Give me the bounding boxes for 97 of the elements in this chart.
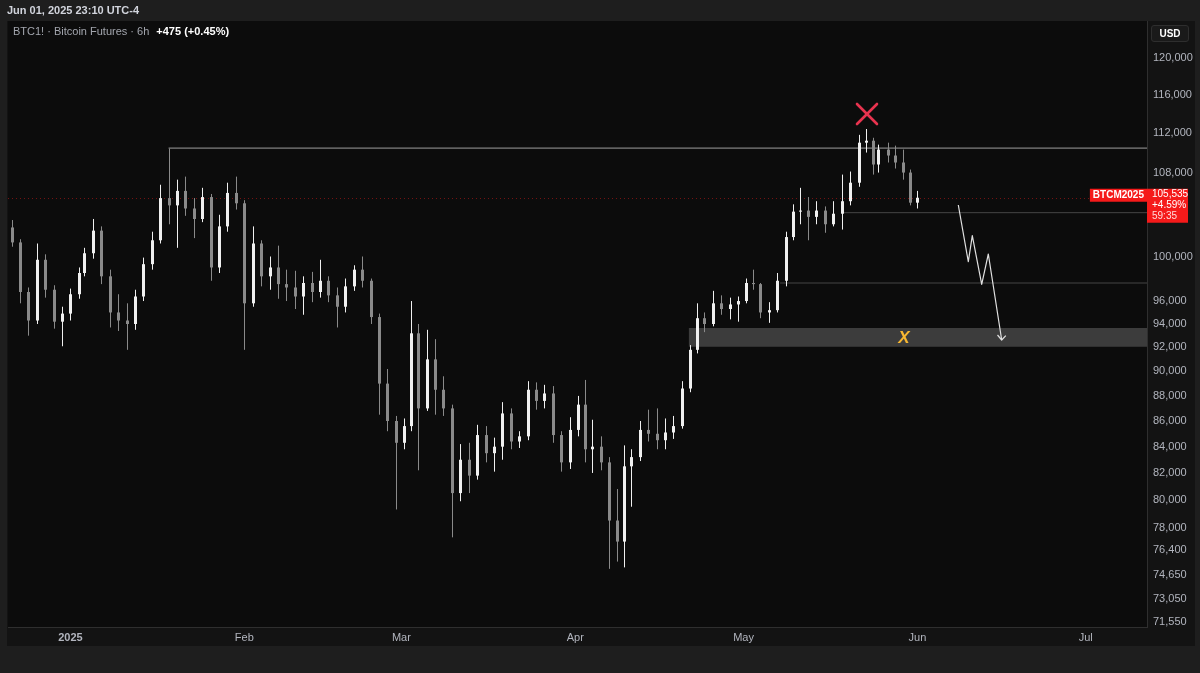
candlestick — [69, 288, 72, 322]
candlestick — [353, 264, 356, 292]
candlestick — [672, 415, 675, 440]
candlestick — [277, 245, 280, 300]
y-tick-label: 74,650 — [1153, 568, 1187, 581]
candlestick — [841, 174, 844, 231]
y-tick-label: 88,000 — [1153, 388, 1187, 401]
x-tick-label: Jun — [908, 630, 927, 643]
candlestick — [832, 200, 835, 227]
y-tick-label: 120,000 — [1153, 50, 1193, 63]
candlestick — [176, 179, 179, 249]
candlestick — [285, 269, 288, 302]
candlestick — [737, 296, 740, 323]
candlestick — [887, 142, 890, 164]
y-tick-label: 116,000 — [1153, 87, 1192, 100]
y-tick-label: 73,050 — [1153, 592, 1187, 605]
candlestick — [302, 275, 305, 316]
y-tick-label: 92,000 — [1153, 340, 1187, 353]
y-tick-label: 94,000 — [1153, 317, 1187, 330]
candlestick — [361, 256, 364, 288]
candlestick — [403, 417, 406, 450]
candlestick — [647, 409, 650, 442]
candlestick — [168, 148, 171, 225]
y-tick-label: 86,000 — [1153, 414, 1187, 427]
candlestick — [799, 187, 802, 225]
candlestick — [117, 293, 120, 332]
candlestick — [543, 384, 546, 409]
x-tick-label: Feb — [234, 630, 254, 643]
y-tick-label: 96,000 — [1153, 294, 1187, 307]
candlestick — [664, 417, 667, 450]
text: 105,535 — [1152, 188, 1189, 200]
candlestick — [894, 145, 897, 170]
candlestick — [656, 407, 659, 450]
candlestick — [344, 278, 347, 313]
candlestick — [712, 290, 715, 327]
candlestick — [485, 425, 488, 463]
candlestick — [902, 149, 905, 181]
y-tick-label: 80,000 — [1153, 492, 1187, 505]
y-axis-title: USD — [1151, 25, 1189, 42]
candlestick — [493, 437, 496, 473]
x-tick-label: 2025 — [58, 630, 83, 643]
chart-subtitle: +475 (+0.45%) — [156, 25, 230, 37]
candlestick — [11, 219, 14, 248]
candlestick — [468, 442, 471, 494]
y-tick-label: 76,400 — [1153, 543, 1187, 556]
chart-title: BTC1! · Bitcoin Futures · 6h — [13, 25, 150, 37]
candlestick — [630, 448, 633, 508]
annotation: X — [898, 327, 910, 347]
candlestick — [600, 435, 603, 471]
y-tick-label: 84,000 — [1153, 439, 1187, 452]
candlestick — [294, 270, 297, 310]
candlestick — [193, 197, 196, 239]
candlestick — [752, 269, 755, 291]
candlestick — [311, 271, 314, 303]
y-tick-label: 90,000 — [1153, 364, 1187, 377]
candlestick — [815, 200, 818, 225]
candlestick — [616, 488, 619, 563]
candlestick — [395, 415, 398, 510]
candlestick — [201, 187, 204, 223]
candlestick — [729, 297, 732, 320]
candlestick — [184, 176, 187, 217]
candlestick — [126, 302, 129, 351]
x-tick-label: May — [733, 630, 755, 643]
candlestick — [442, 375, 445, 417]
candlestick — [824, 205, 827, 234]
candlestick — [235, 176, 238, 211]
candlestick — [336, 286, 339, 328]
x-tick-label: Jul — [1078, 630, 1093, 643]
text: +4.59% — [1152, 199, 1187, 211]
text: 59:35 — [1152, 210, 1178, 222]
candlestick — [807, 196, 810, 241]
candlestick — [865, 128, 868, 154]
candlestick — [849, 171, 852, 206]
y-tick-label: 108,000 — [1153, 165, 1193, 178]
x-tick-label: Apr — [566, 630, 585, 643]
y-tick-label: 71,550 — [1153, 614, 1187, 627]
candlestick — [877, 144, 880, 174]
y-tick-label: 78,000 — [1153, 520, 1187, 533]
text: Jun 01, 2025 23:10 UTC-4 — [7, 4, 140, 16]
candlestick — [78, 266, 81, 300]
candlestick — [720, 294, 723, 316]
candlestick — [535, 381, 538, 411]
candlestick — [327, 275, 330, 303]
candlestick — [151, 231, 154, 271]
y-tick-label: 112,000 — [1153, 125, 1192, 138]
y-tick-label: 100,000 — [1153, 249, 1193, 262]
y-tick-label: 82,000 — [1153, 465, 1187, 478]
candlestick — [872, 137, 875, 176]
candlestick — [745, 278, 748, 304]
ref-line-label: BTCM2025 — [1092, 189, 1145, 200]
candlestick — [319, 259, 322, 299]
candlestick — [269, 256, 272, 291]
candlestick — [61, 306, 64, 347]
x-tick-label: Mar — [391, 630, 412, 643]
candlestick — [703, 311, 706, 333]
candlestick — [83, 247, 86, 277]
candlestick — [92, 218, 95, 260]
